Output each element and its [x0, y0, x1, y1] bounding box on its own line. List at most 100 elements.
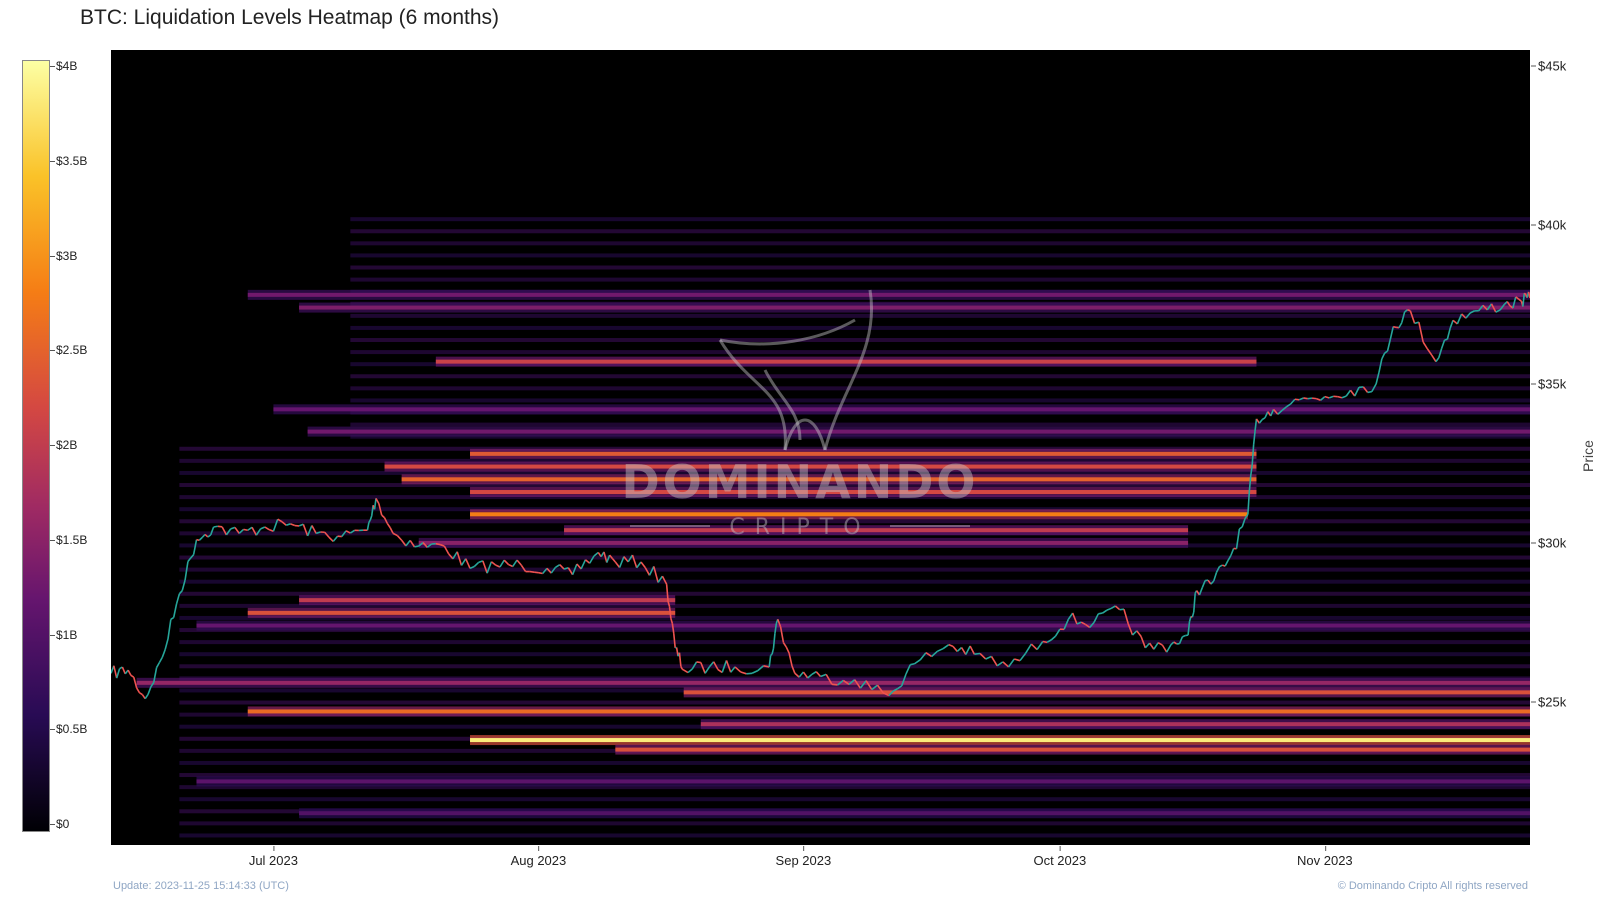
- background-band: [350, 422, 1530, 427]
- price-segment: [1178, 636, 1184, 645]
- price-segment: [1444, 338, 1448, 341]
- price-segment: [730, 666, 736, 673]
- price-segment: [1303, 397, 1308, 400]
- price-segment: [1307, 397, 1313, 400]
- y-tick-label: $45k: [1530, 58, 1567, 74]
- liquidation-band: [418, 540, 1189, 545]
- price-segment: [290, 523, 296, 527]
- price-segment: [734, 666, 742, 673]
- background-band: [350, 338, 1530, 343]
- price-segment: [133, 677, 138, 689]
- price-segment: [670, 618, 674, 624]
- price-segment: [198, 536, 203, 541]
- price-segment: [1328, 395, 1334, 399]
- price-segment: [936, 647, 944, 653]
- price-segment: [1251, 444, 1255, 466]
- price-segment: [1456, 313, 1463, 325]
- price-segment: [234, 526, 240, 534]
- price-segment: [213, 525, 218, 528]
- liquidation-band: [299, 811, 1530, 816]
- price-segment: [272, 518, 279, 532]
- price-segment: [1248, 475, 1252, 492]
- price-segment: [456, 551, 463, 566]
- price-segment: [876, 684, 884, 694]
- price-segment: [414, 545, 419, 548]
- price-segment: [1261, 417, 1266, 421]
- price-segment: [1294, 398, 1300, 401]
- price-segment: [386, 523, 391, 529]
- background-band: [179, 773, 1530, 778]
- price-segment: [135, 687, 141, 694]
- price-segment: [190, 554, 195, 559]
- price-segment: [777, 618, 782, 628]
- price-segment: [691, 661, 698, 670]
- price-segment: [381, 514, 386, 519]
- liquidation-band: [564, 528, 1189, 533]
- price-segment: [1050, 635, 1057, 641]
- price-segment: [238, 528, 245, 534]
- liquidation-band: [384, 464, 1257, 469]
- price-segment: [1452, 319, 1458, 325]
- price-segment: [121, 666, 126, 675]
- price-segment: [837, 679, 844, 686]
- background-band: [350, 265, 1530, 270]
- price-segment: [503, 559, 510, 566]
- price-segment: [139, 692, 143, 696]
- price-segment: [802, 671, 809, 679]
- price-segment: [1378, 358, 1383, 373]
- price-segment: [611, 558, 616, 563]
- price-segment: [1371, 383, 1377, 392]
- price-segment: [1106, 607, 1112, 611]
- price-segment: [311, 525, 317, 534]
- price-segment: [324, 531, 330, 538]
- price-segment: [900, 673, 907, 687]
- price-segment: [152, 667, 158, 683]
- heatmap-plot[interactable]: [111, 50, 1530, 845]
- price-segment: [1518, 298, 1522, 302]
- price-segment: [854, 679, 862, 689]
- colorbar-tick-label: $3.5B: [49, 153, 88, 168]
- price-segment: [426, 543, 433, 548]
- price-segment: [640, 561, 646, 569]
- price-segment: [373, 498, 377, 510]
- background-band: [179, 821, 1530, 826]
- price-segment: [1036, 641, 1044, 651]
- colorbar-tick-label: $2B: [49, 438, 78, 452]
- liquidation-band: [273, 407, 1530, 412]
- price-segment: [925, 652, 933, 658]
- price-segment: [1089, 621, 1095, 628]
- price-segment: [956, 646, 963, 653]
- price-segment: [1247, 491, 1251, 515]
- price-segment: [1277, 409, 1283, 415]
- liquidation-band: [470, 738, 1530, 743]
- price-segment: [1080, 621, 1086, 626]
- price-segment: [948, 643, 954, 648]
- liquidation-band: [683, 690, 1530, 695]
- price-segment: [567, 567, 574, 576]
- price-segment: [1030, 643, 1038, 651]
- price-segment: [225, 528, 232, 536]
- background-band: [179, 615, 1530, 620]
- price-segment: [469, 565, 475, 570]
- price-segment: [1187, 621, 1191, 636]
- price-segment: [680, 666, 684, 670]
- price-segment: [409, 539, 416, 548]
- price-segment: [1198, 587, 1204, 596]
- background-band: [179, 470, 1530, 475]
- price-segment: [1230, 548, 1235, 556]
- price-segment: [1281, 406, 1287, 411]
- price-segment: [798, 671, 805, 678]
- price-segment: [1224, 560, 1229, 567]
- price-segment: [1144, 642, 1151, 649]
- price-segment: [277, 518, 283, 523]
- price-segment: [366, 522, 370, 531]
- price-segment: [910, 662, 915, 666]
- chart-title: BTC: Liquidation Levels Heatmap (6 month…: [80, 6, 500, 29]
- background-band: [179, 760, 1530, 765]
- price-segment: [375, 497, 380, 505]
- price-segment: [1398, 322, 1403, 329]
- price-segment: [1316, 397, 1321, 402]
- price-segment: [1235, 528, 1241, 549]
- price-segment: [144, 693, 149, 700]
- price-segment: [1438, 348, 1443, 358]
